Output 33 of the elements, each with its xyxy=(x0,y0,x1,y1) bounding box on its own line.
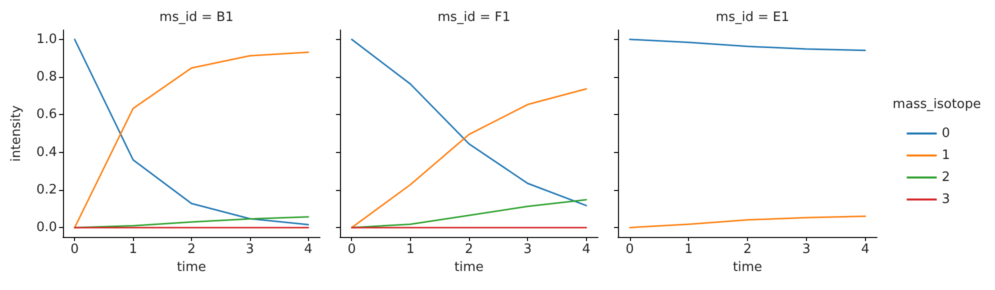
y-tick-label: 0.6 xyxy=(36,107,57,122)
x-tick-label: 1 xyxy=(406,242,415,257)
chart-title: ms_id = E1 xyxy=(716,10,790,25)
legend-label: 0 xyxy=(942,126,950,141)
y-tick-label: 0.4 xyxy=(36,144,57,160)
x-tick-label: 2 xyxy=(743,242,752,257)
y-tick-label: 1.0 xyxy=(36,32,57,47)
x-tick-label: 0 xyxy=(626,242,634,257)
x-tick-label: 0 xyxy=(348,242,356,257)
x-tick-label: 4 xyxy=(304,242,312,257)
y-tick-label: 0.0 xyxy=(36,220,57,236)
y-tick-label: 0.2 xyxy=(36,182,57,198)
x-tick-label: 3 xyxy=(802,242,811,257)
legend-title: mass_isotope xyxy=(892,97,982,112)
x-tick-label: 4 xyxy=(582,242,590,257)
y-tick-label: 0.8 xyxy=(36,70,57,85)
chart-title: ms_id = B1 xyxy=(159,10,234,25)
legend-label: 3 xyxy=(942,192,950,207)
x-axis-title: time xyxy=(454,260,484,275)
x-tick-label: 4 xyxy=(861,242,870,257)
x-axis-title: time xyxy=(176,260,206,275)
x-tick-label: 1 xyxy=(684,242,693,257)
y-axis-title: intensity xyxy=(9,105,24,162)
x-tick-label: 3 xyxy=(246,242,254,257)
x-tick-label: 3 xyxy=(523,242,532,257)
x-axis-title: time xyxy=(732,260,762,275)
x-tick-label: 0 xyxy=(70,242,79,257)
legend-label: 2 xyxy=(942,170,950,185)
legend-label: 1 xyxy=(942,148,950,163)
chart-title: ms_id = F1 xyxy=(438,10,510,25)
x-tick-label: 2 xyxy=(187,242,196,257)
x-tick-label: 1 xyxy=(128,242,138,257)
x-tick-label: 2 xyxy=(464,242,474,257)
